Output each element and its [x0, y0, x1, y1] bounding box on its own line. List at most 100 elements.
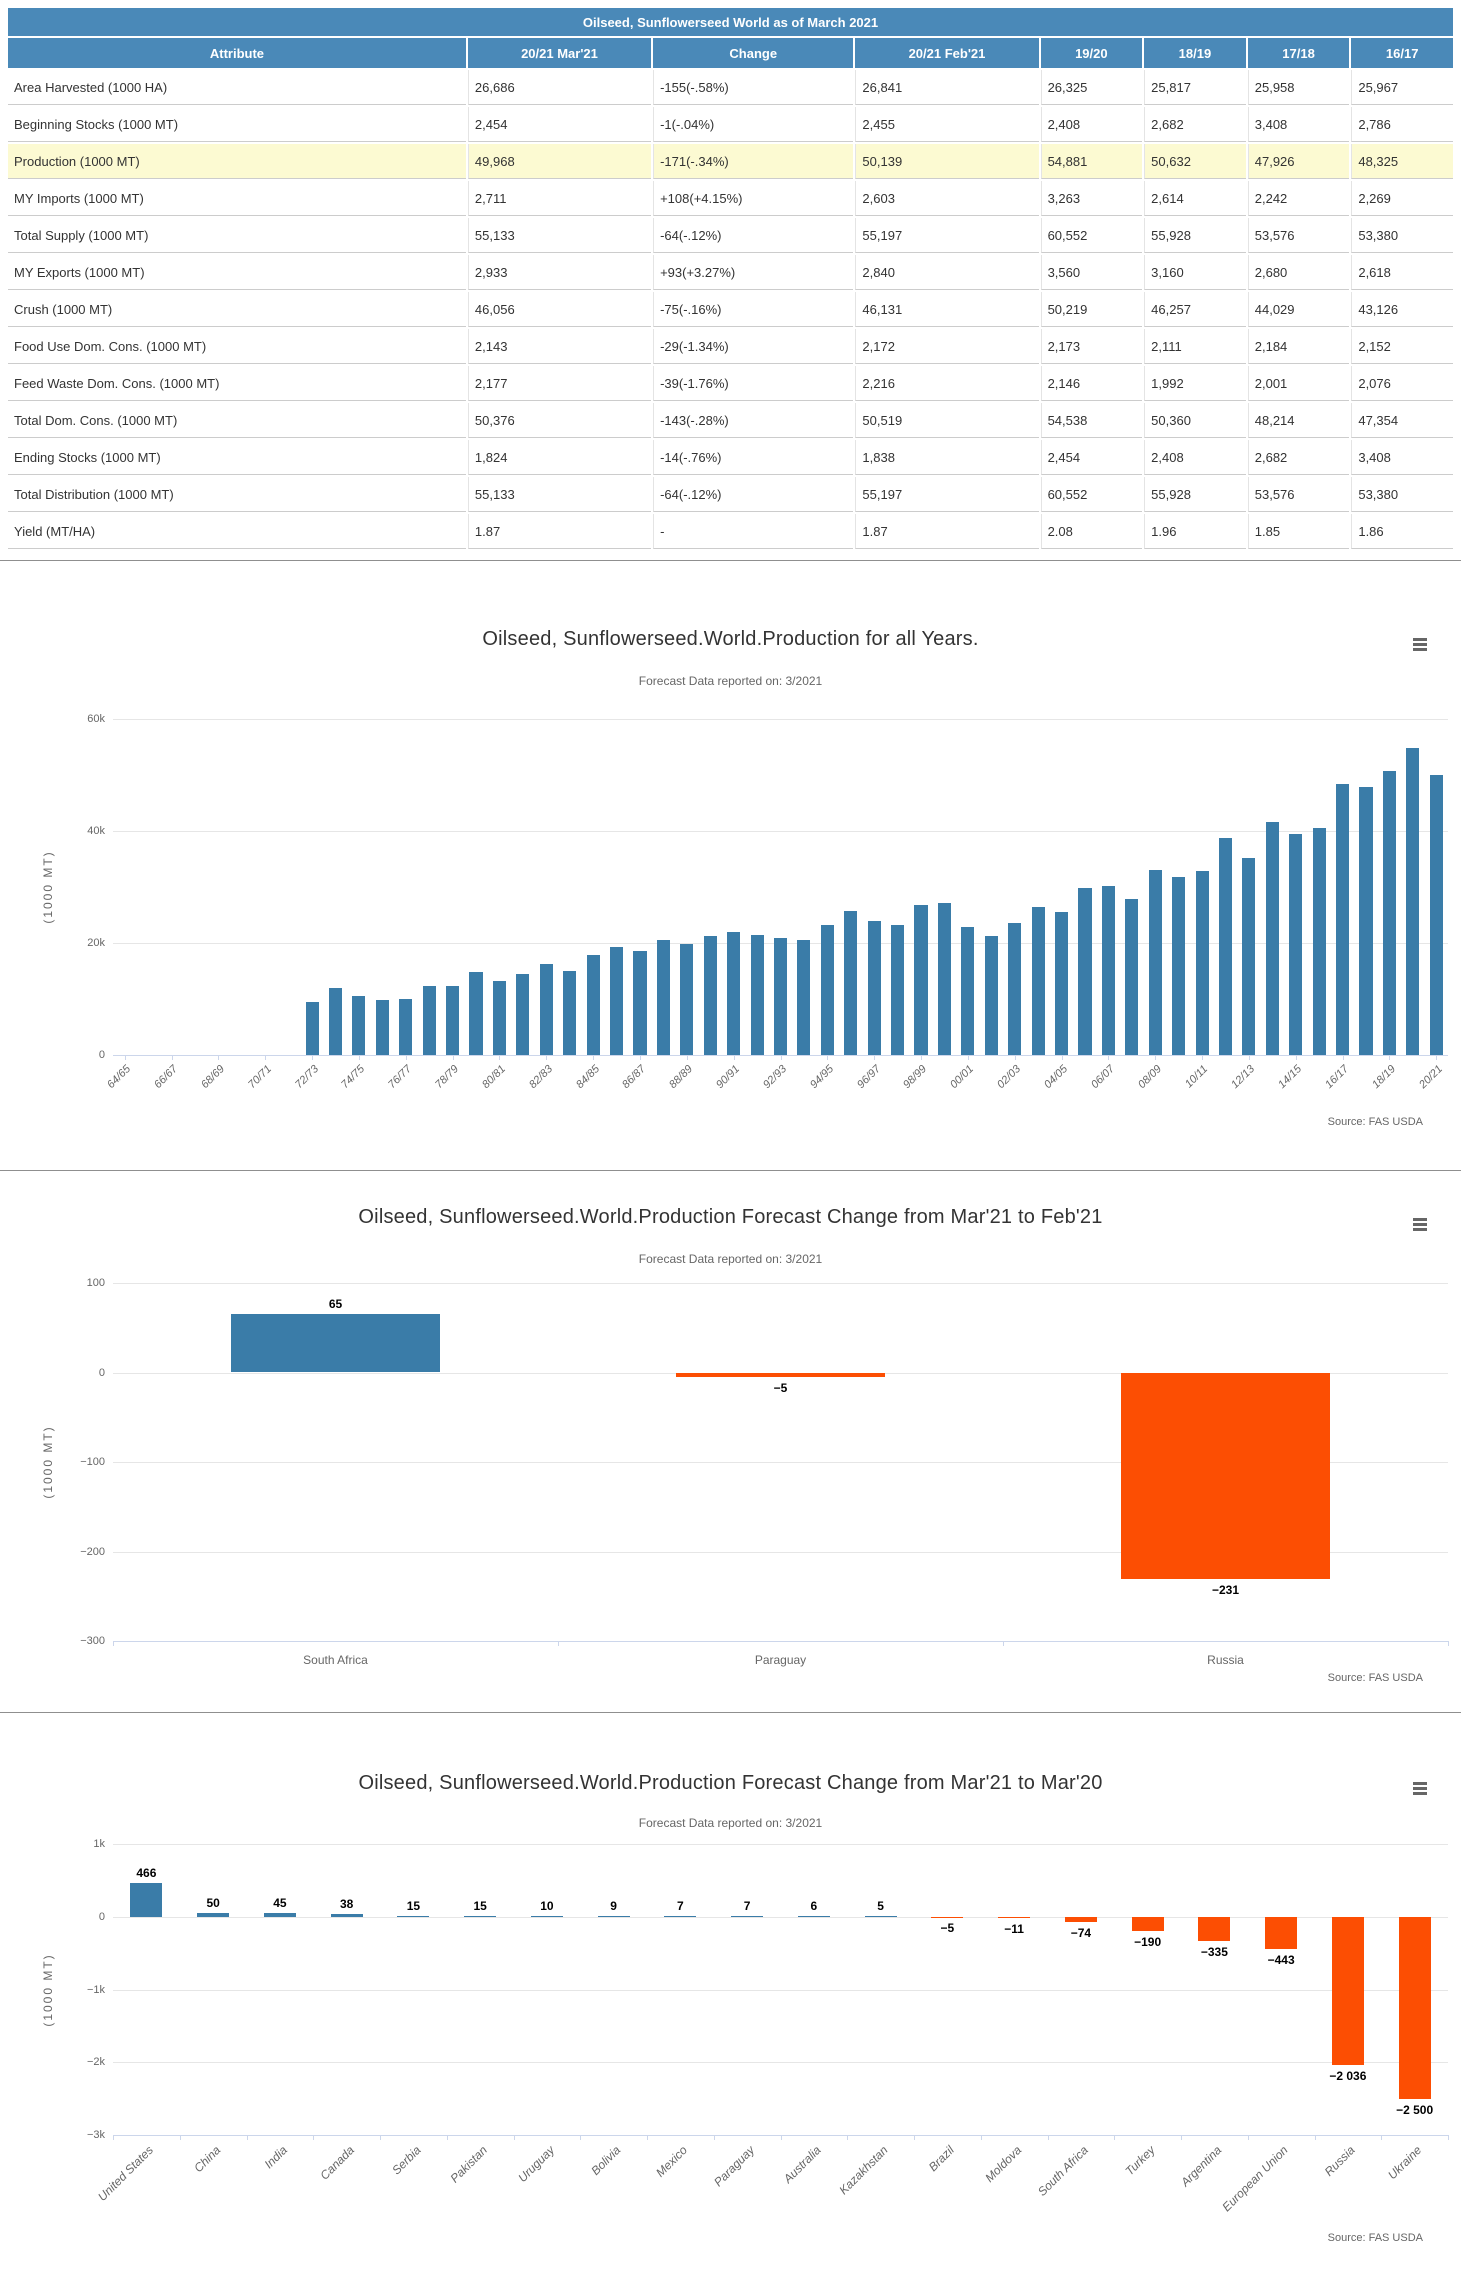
bar[interactable]	[1218, 837, 1233, 1055]
x-axis-category-label-text: Ukraine	[1385, 2143, 1425, 2183]
table-row[interactable]: Feed Waste Dom. Cons. (1000 MT) 2,177 -39(…	[8, 366, 1453, 401]
bar[interactable]	[727, 931, 741, 1055]
bar[interactable]	[1406, 747, 1420, 1055]
bar[interactable]	[656, 940, 670, 1055]
bar[interactable]	[492, 981, 506, 1055]
bar[interactable]	[998, 1916, 1031, 1918]
table-row[interactable]: Total Dom. Cons. (1000 MT) 50,376 -143(-.2…	[8, 403, 1453, 438]
table-row[interactable]: MY Imports (1000 MT) 2,711 +108(+4.15%) 2,6…	[8, 181, 1453, 216]
value-cell: 55,928	[1144, 477, 1246, 512]
bar[interactable]	[1429, 775, 1443, 1055]
y-axis-tick-label: 1k	[93, 1838, 105, 1850]
table-row[interactable]: Yield (MT/HA) 1.87-1.87 2.08 1.96 1.85 1.86	[8, 514, 1453, 549]
bar[interactable]	[984, 936, 998, 1055]
bar[interactable]	[844, 911, 858, 1055]
bar[interactable]	[961, 926, 975, 1055]
bar[interactable]	[1312, 827, 1326, 1055]
value-cell: 50,632	[1144, 144, 1246, 179]
bar[interactable]	[1265, 1916, 1298, 1949]
value-cell: 54,538	[1040, 403, 1143, 438]
attribute-cell: Crush (1000 MT)	[8, 292, 466, 327]
y-axis-tick-label: −2k	[86, 2056, 105, 2069]
bar[interactable]	[469, 972, 483, 1055]
table-row[interactable]: Total Distribution (1000 MT) 55,133 -64(-.…	[8, 477, 1453, 512]
bar[interactable]	[375, 999, 389, 1055]
value-cell: 2,454	[1040, 440, 1143, 475]
bar[interactable]	[130, 1882, 163, 1917]
bar[interactable]	[1148, 870, 1162, 1055]
bar[interactable]	[1242, 858, 1256, 1055]
bar[interactable]	[1101, 885, 1115, 1055]
bar[interactable]	[399, 999, 413, 1055]
table-row[interactable]: Total Supply (1000 MT) 55,133 -64(-.12%) 55…	[8, 218, 1453, 253]
x-axis-category-label-text: 78/79	[433, 1063, 462, 1091]
bar[interactable]	[1078, 887, 1092, 1055]
x-axis-category-label-text: 72/73	[292, 1063, 321, 1091]
bar[interactable]	[1064, 1916, 1097, 1923]
bar[interactable]	[1289, 834, 1303, 1055]
y-axis-tick-label: 0	[98, 1910, 105, 1923]
bar[interactable]	[867, 921, 881, 1055]
table-row[interactable]: Food Use Dom. Cons. (1000 MT) 2,143 -29(-1…	[8, 329, 1453, 364]
bar[interactable]	[422, 985, 436, 1055]
bar[interactable]	[1198, 1916, 1231, 1942]
bar[interactable]	[1331, 1916, 1364, 2065]
bar[interactable]	[563, 971, 577, 1055]
chart-subtitle: Forecast Data reported on: 3/2021	[638, 1816, 823, 1830]
bar[interactable]	[586, 955, 600, 1055]
bar[interactable]	[1359, 786, 1373, 1055]
chart-context-menu-button[interactable]	[1407, 634, 1433, 656]
chart-context-menu-button[interactable]	[1407, 1214, 1433, 1236]
bar[interactable]	[328, 988, 343, 1055]
bar[interactable]	[1336, 784, 1350, 1055]
value-cell: 1,824	[467, 440, 652, 475]
bar[interactable]	[230, 1314, 441, 1373]
bar[interactable]	[1172, 877, 1186, 1055]
bar[interactable]	[1382, 771, 1396, 1055]
bar[interactable]	[914, 904, 928, 1055]
table-row[interactable]: Ending Stocks (1000 MT) 1,824 -14(-.76%) 1,…	[8, 440, 1453, 475]
attribute-cell: Feed Waste Dom. Cons. (1000 MT)	[8, 366, 466, 401]
table-row[interactable]: MY Exports (1000 MT) 2,933 +93(+3.27%) 2,84…	[8, 255, 1453, 290]
bar[interactable]	[703, 935, 717, 1055]
bar[interactable]	[664, 1916, 697, 1917]
chart-context-menu-button[interactable]	[1407, 1778, 1433, 1800]
table-row[interactable]: Crush (1000 MT) 46,056 -75(-.16%) 46,131 50,…	[8, 292, 1453, 327]
bar[interactable]	[797, 939, 811, 1055]
bar[interactable]	[330, 1913, 363, 1917]
bar[interactable]	[1125, 899, 1139, 1055]
bar[interactable]	[397, 1915, 430, 1917]
bar[interactable]	[1265, 822, 1279, 1055]
table-row[interactable]: Production (1000 MT) 49,968 -171(-.34%) 50,…	[8, 144, 1453, 179]
bar[interactable]	[1120, 1372, 1331, 1580]
x-axis-category-label-text: 70/71	[245, 1063, 274, 1091]
bar[interactable]	[1008, 922, 1022, 1055]
bar[interactable]	[597, 1916, 630, 1917]
bar[interactable]	[263, 1913, 296, 1917]
bar[interactable]	[1031, 906, 1045, 1055]
bar[interactable]	[675, 1372, 886, 1377]
bar[interactable]	[773, 937, 788, 1055]
bar[interactable]	[891, 924, 905, 1055]
bar[interactable]	[1131, 1916, 1164, 1931]
bar[interactable]	[820, 925, 834, 1055]
bar[interactable]	[1054, 912, 1069, 1055]
bar[interactable]	[1195, 871, 1209, 1055]
bar[interactable]	[731, 1916, 764, 1917]
table-row[interactable]: Area Harvested (1000 HA) 26,686 -155(-.58%…	[8, 70, 1453, 105]
table-row[interactable]: Beginning Stocks (1000 MT) 2,454 -1(-.04%)…	[8, 107, 1453, 142]
bar[interactable]	[530, 1916, 563, 1917]
bar[interactable]	[609, 947, 624, 1055]
bar[interactable]	[680, 943, 694, 1055]
bar[interactable]	[305, 1002, 319, 1055]
bar[interactable]	[516, 974, 530, 1055]
bar[interactable]	[352, 995, 366, 1055]
bar[interactable]	[197, 1913, 230, 1917]
bar[interactable]	[633, 951, 647, 1055]
bar[interactable]	[1398, 1916, 1431, 2099]
bar[interactable]	[937, 902, 951, 1055]
bar[interactable]	[539, 964, 553, 1055]
bar[interactable]	[446, 985, 460, 1055]
bar[interactable]	[464, 1915, 497, 1917]
bar[interactable]	[750, 934, 764, 1055]
